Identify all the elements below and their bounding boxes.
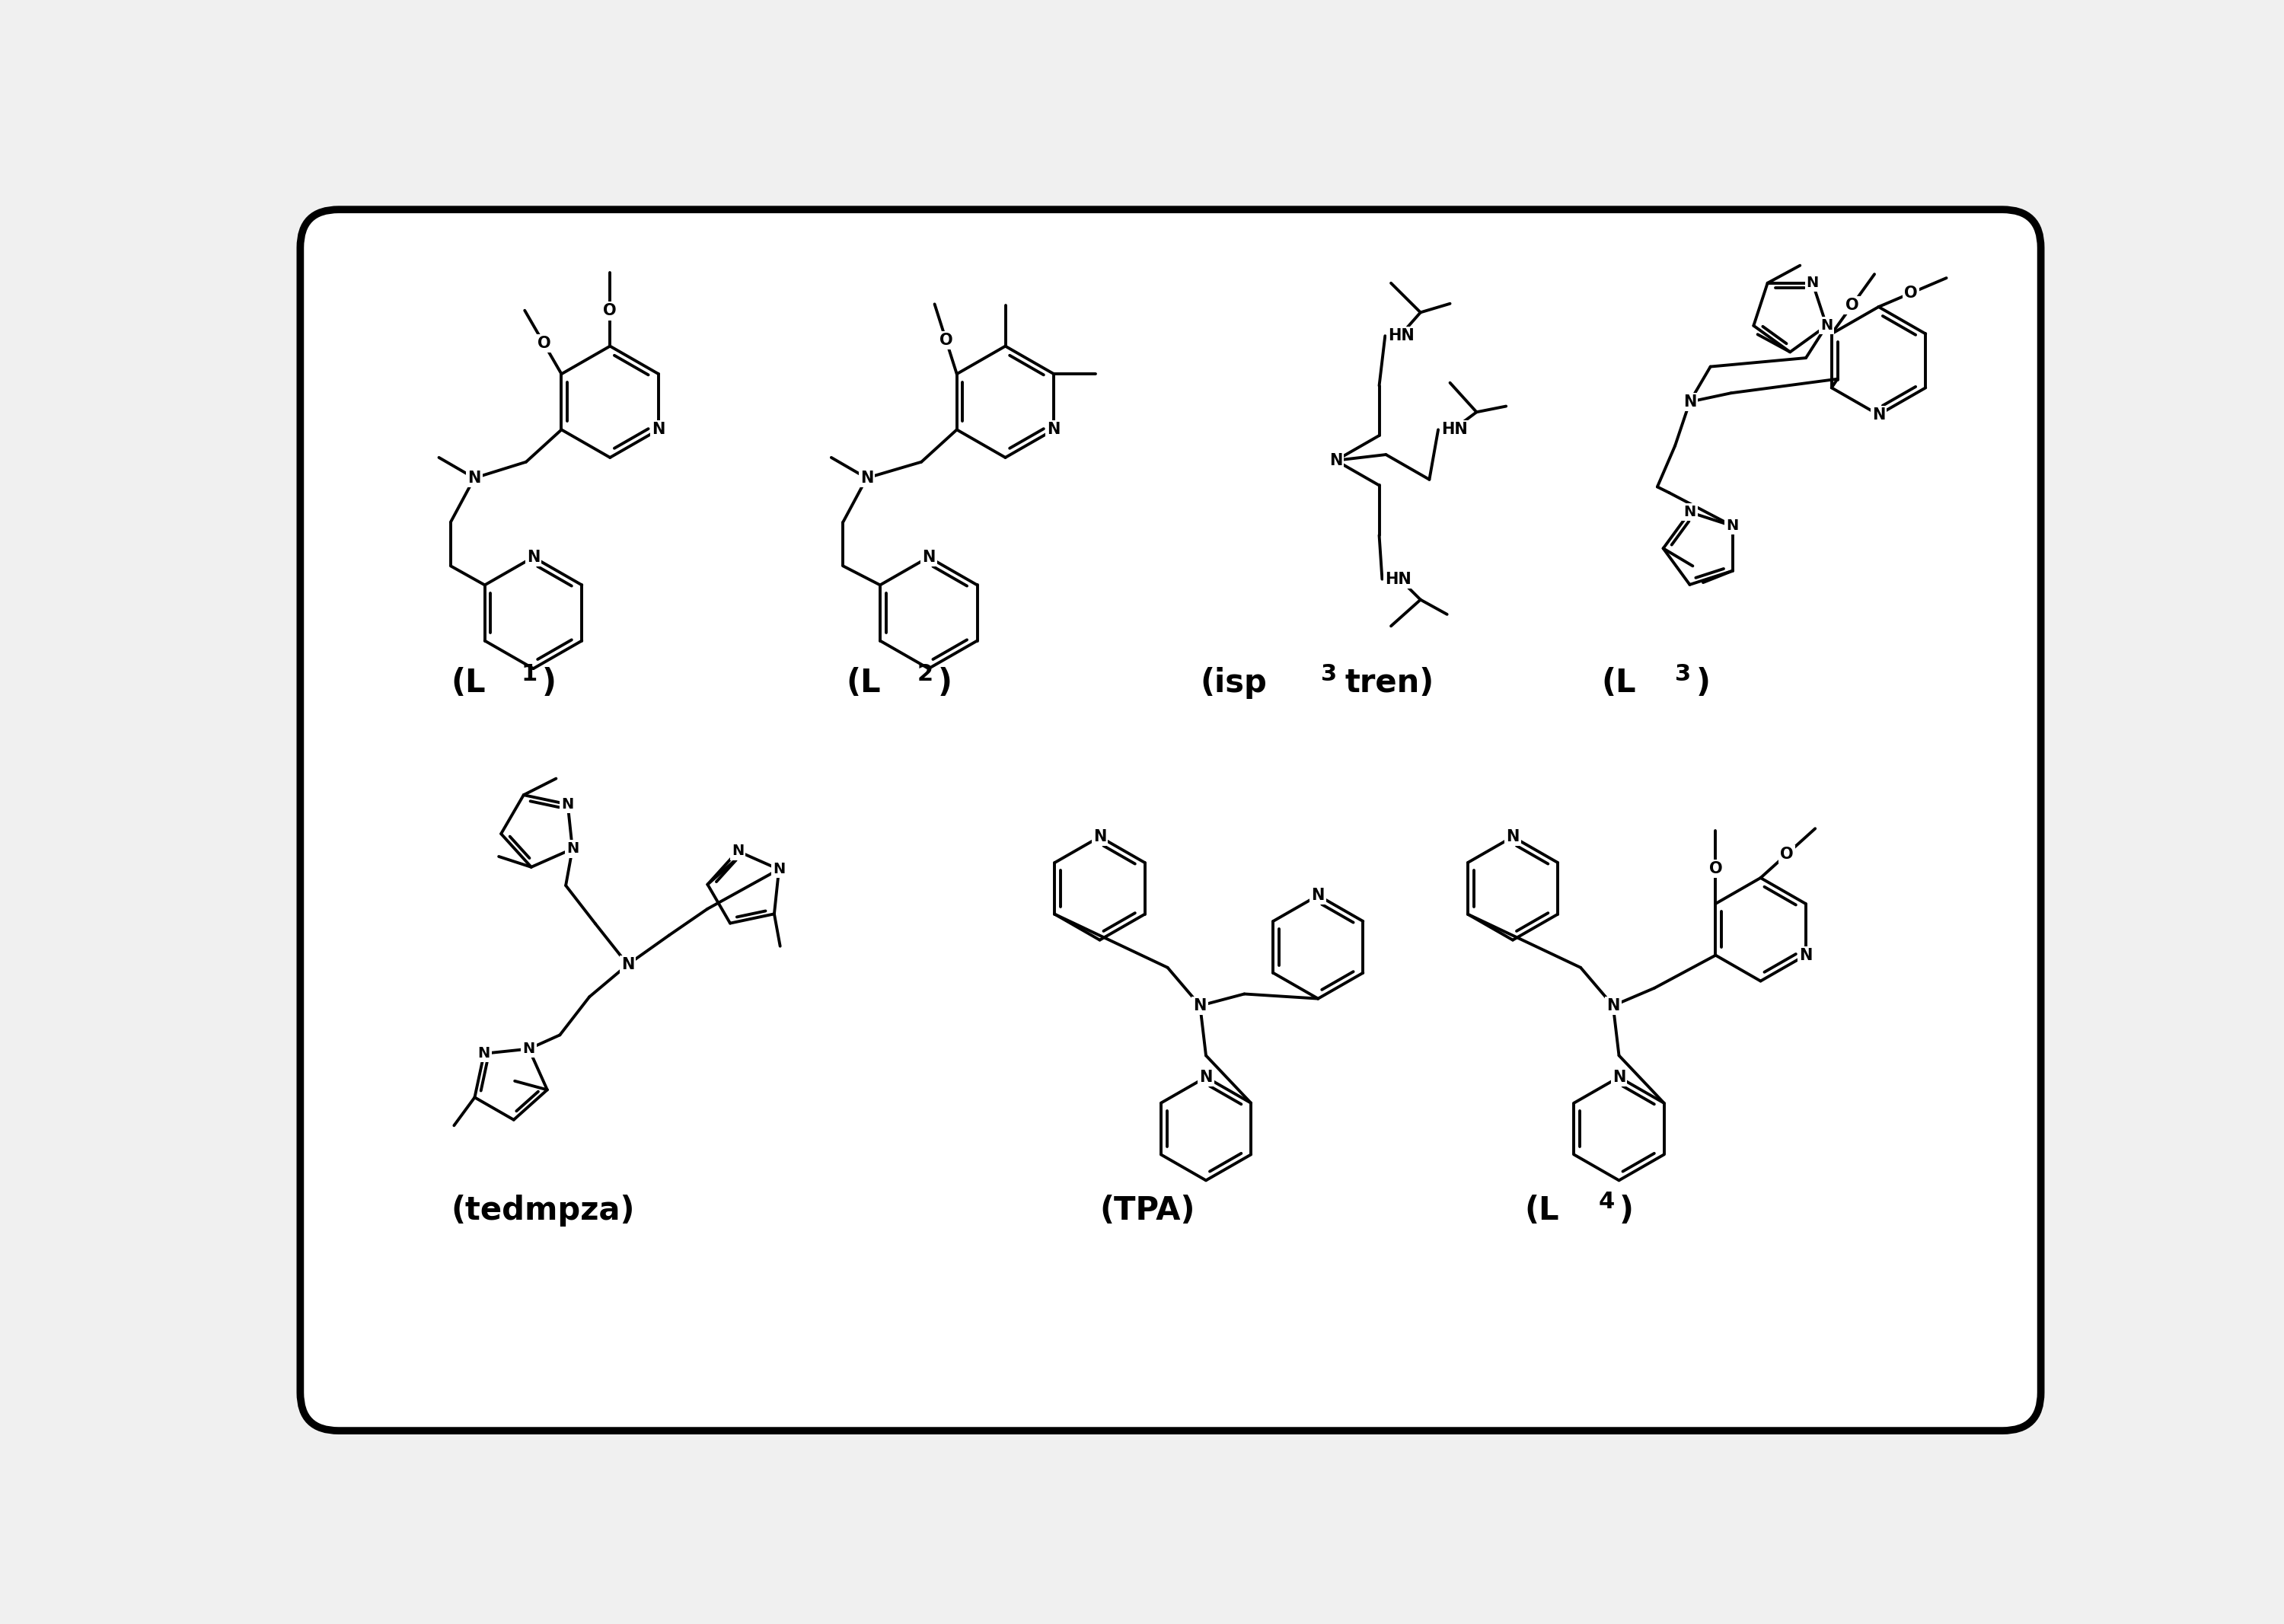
Text: (L: (L bbox=[450, 667, 486, 700]
Text: N: N bbox=[1094, 830, 1105, 844]
Text: N: N bbox=[468, 471, 482, 486]
Text: N: N bbox=[477, 1046, 491, 1060]
Text: (L: (L bbox=[1601, 667, 1635, 700]
Text: O: O bbox=[1905, 286, 1919, 300]
Text: N: N bbox=[1329, 453, 1343, 468]
Text: N: N bbox=[861, 471, 872, 486]
Text: N: N bbox=[1683, 395, 1697, 409]
Text: N: N bbox=[923, 549, 934, 565]
Text: N: N bbox=[1195, 999, 1206, 1013]
Text: N: N bbox=[731, 844, 745, 859]
Text: (isp: (isp bbox=[1199, 667, 1268, 700]
Text: HN: HN bbox=[1389, 328, 1414, 344]
Text: tren): tren) bbox=[1345, 667, 1434, 700]
Text: N: N bbox=[528, 549, 539, 565]
Text: N: N bbox=[1311, 888, 1325, 903]
Text: 3: 3 bbox=[1674, 663, 1690, 685]
Text: 2: 2 bbox=[916, 663, 932, 685]
Text: N: N bbox=[1807, 276, 1818, 291]
Text: HN: HN bbox=[1441, 422, 1469, 437]
Text: N: N bbox=[566, 841, 578, 856]
Text: O: O bbox=[1708, 861, 1722, 875]
Text: N: N bbox=[651, 422, 665, 437]
Text: N: N bbox=[523, 1041, 534, 1056]
Text: (TPA): (TPA) bbox=[1101, 1195, 1195, 1226]
Text: 4: 4 bbox=[1599, 1190, 1615, 1213]
Text: HN: HN bbox=[1384, 572, 1412, 586]
Text: (tedmpza): (tedmpza) bbox=[450, 1195, 635, 1226]
FancyBboxPatch shape bbox=[299, 209, 2042, 1431]
Text: (L: (L bbox=[1526, 1195, 1560, 1226]
Text: N: N bbox=[1613, 1070, 1626, 1085]
Text: ): ) bbox=[541, 667, 557, 700]
Text: N: N bbox=[772, 862, 786, 877]
Text: ): ) bbox=[1695, 667, 1711, 700]
Text: O: O bbox=[537, 336, 550, 351]
Text: 1: 1 bbox=[521, 663, 537, 685]
Text: N: N bbox=[1727, 518, 1738, 533]
Text: N: N bbox=[1606, 999, 1619, 1013]
Text: N: N bbox=[1820, 318, 1832, 333]
Text: O: O bbox=[1779, 846, 1793, 862]
Text: O: O bbox=[1845, 297, 1859, 313]
Text: O: O bbox=[939, 333, 952, 348]
Text: N: N bbox=[1873, 408, 1884, 422]
Text: N: N bbox=[1048, 422, 1060, 437]
Text: O: O bbox=[603, 304, 617, 318]
Text: (L: (L bbox=[845, 667, 882, 700]
Text: N: N bbox=[1199, 1070, 1213, 1085]
Text: ): ) bbox=[1619, 1195, 1633, 1226]
Text: N: N bbox=[621, 957, 635, 973]
Text: ): ) bbox=[936, 667, 952, 700]
Text: N: N bbox=[562, 797, 573, 812]
Text: N: N bbox=[1683, 505, 1697, 520]
Text: N: N bbox=[1505, 830, 1519, 844]
Text: N: N bbox=[1800, 948, 1811, 963]
Text: 3: 3 bbox=[1320, 663, 1336, 685]
